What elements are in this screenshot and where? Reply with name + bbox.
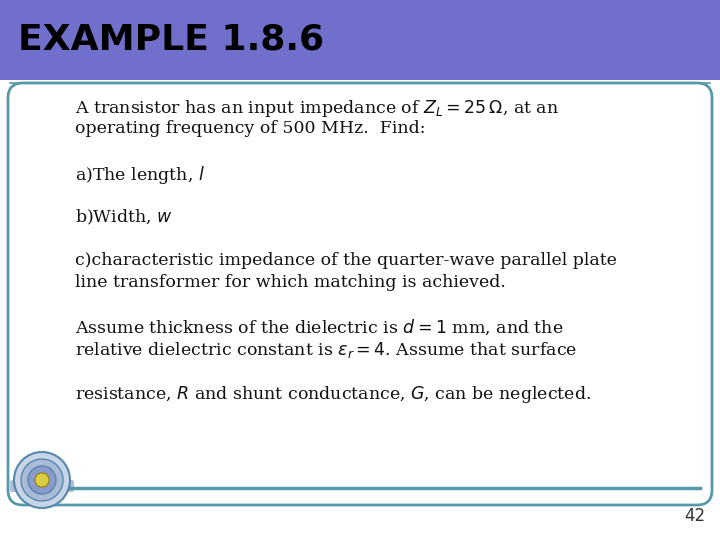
Text: line transformer for which matching is achieved.: line transformer for which matching is a…: [75, 274, 506, 291]
FancyBboxPatch shape: [8, 83, 712, 505]
Text: relative dielectric constant is $\varepsilon_r = 4$. Assume that surface: relative dielectric constant is $\vareps…: [75, 340, 577, 360]
Circle shape: [35, 473, 49, 487]
Text: c)characteristic impedance of the quarter-wave parallel plate: c)characteristic impedance of the quarte…: [75, 252, 617, 269]
Text: EXAMPLE 1.8.6: EXAMPLE 1.8.6: [18, 23, 324, 57]
Text: A transistor has an input impedance of $Z_L = 25\,\Omega$, at an: A transistor has an input impedance of $…: [75, 98, 559, 119]
FancyBboxPatch shape: [0, 0, 720, 80]
Text: 42: 42: [684, 507, 705, 525]
Text: b)Width, $w$: b)Width, $w$: [75, 208, 173, 227]
Text: a)The length, $l$: a)The length, $l$: [75, 164, 205, 186]
Circle shape: [14, 452, 70, 508]
Text: operating frequency of 500 MHz.  Find:: operating frequency of 500 MHz. Find:: [75, 120, 426, 137]
Circle shape: [28, 466, 56, 494]
Text: Assume thickness of the dielectric is $d = 1$ mm, and the: Assume thickness of the dielectric is $d…: [75, 318, 564, 338]
Text: resistance, $R$ and shunt conductance, $G$, can be neglected.: resistance, $R$ and shunt conductance, $…: [75, 384, 591, 405]
FancyBboxPatch shape: [10, 480, 74, 492]
Circle shape: [21, 459, 63, 501]
